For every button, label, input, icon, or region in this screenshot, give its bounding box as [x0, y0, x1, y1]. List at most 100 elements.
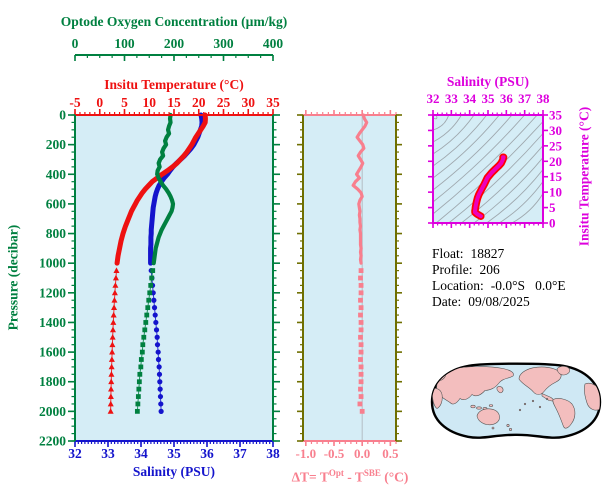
svg-text:38: 38 [266, 446, 280, 461]
date-label: Date: [432, 294, 462, 309]
delta-t-axis-title: ΔT= TOpt - TSBE (°C) [276, 465, 424, 486]
svg-text:1000: 1000 [39, 256, 66, 271]
float-info: Float: 18827 Profile: 206 Location: -0.0°S … [432, 246, 566, 310]
svg-text:5: 5 [549, 200, 556, 215]
svg-text:37: 37 [518, 91, 532, 106]
delta-label-sup-opt: Opt [328, 468, 344, 478]
svg-text:100: 100 [114, 36, 135, 51]
axis-frames [74, 54, 544, 442]
svg-text:34: 34 [134, 446, 148, 461]
profile-number-value: 206 [479, 262, 500, 277]
svg-text:400: 400 [46, 167, 67, 182]
svg-text:10: 10 [549, 185, 562, 200]
location-row: Location: -0.0°S 0.0°E [432, 278, 566, 294]
svg-text:33: 33 [445, 91, 459, 106]
map-greenland [556, 366, 571, 376]
delta-label-pre: ΔT= T [291, 469, 329, 485]
map-eurasia [436, 366, 514, 405]
date-value: 09/08/2025 [468, 294, 530, 309]
svg-text:32: 32 [427, 91, 440, 106]
svg-text:2200: 2200 [39, 434, 66, 449]
map-pacific-islands [523, 402, 527, 406]
map-australia [476, 408, 500, 426]
svg-text:1600: 1600 [39, 345, 66, 360]
map-africa-left [432, 388, 443, 409]
delta-label-mid: - T [343, 469, 364, 485]
svg-text:20: 20 [192, 95, 206, 110]
svg-text:1400: 1400 [39, 315, 66, 330]
svg-text:5: 5 [121, 95, 128, 110]
date-row: Date: 09/08/2025 [432, 294, 566, 310]
svg-text:-5: -5 [69, 95, 80, 110]
svg-text:600: 600 [46, 196, 67, 211]
map-tasmania [491, 426, 495, 430]
svg-text:200: 200 [46, 137, 67, 152]
svg-text:2000: 2000 [39, 404, 66, 419]
map-africa-right [584, 382, 600, 411]
svg-text:35: 35 [549, 108, 563, 123]
svg-text:25: 25 [549, 138, 563, 153]
svg-text:800: 800 [46, 226, 67, 241]
svg-text:36: 36 [500, 91, 514, 106]
map-central-america [541, 393, 558, 402]
svg-text:34: 34 [463, 91, 477, 106]
svg-text:0.0: 0.0 [354, 446, 370, 461]
svg-text:38: 38 [537, 91, 551, 106]
svg-text:1800: 1800 [39, 374, 66, 389]
map-indonesia [470, 404, 476, 409]
delta-label-sup-sbe: SBE [363, 468, 381, 478]
svg-text:400: 400 [263, 36, 284, 51]
ts-salinity-axis-title: Salinity (PSU) [446, 74, 530, 89]
temperature-axis-title: Insitu Temperature (°C) [104, 77, 244, 92]
svg-text:15: 15 [167, 95, 181, 110]
svg-text:300: 300 [213, 36, 234, 51]
svg-text:0: 0 [549, 216, 556, 231]
svg-text:10: 10 [143, 95, 157, 110]
location-value: -0.0°S 0.0°E [490, 278, 566, 293]
svg-text:30: 30 [242, 95, 256, 110]
location-label: Location: [432, 278, 484, 293]
svg-text:-1.0: -1.0 [296, 446, 317, 461]
svg-text:32: 32 [68, 446, 82, 461]
delta-plot-area [303, 115, 396, 441]
svg-text:37: 37 [233, 446, 247, 461]
salinity-axis-title: Salinity (PSU) [132, 464, 216, 479]
svg-text:15: 15 [549, 169, 563, 184]
svg-text:0: 0 [59, 108, 66, 123]
ts-axis-frame [432, 114, 544, 224]
map-japan [496, 386, 504, 394]
world-map [430, 362, 602, 439]
svg-text:33: 33 [101, 446, 115, 461]
delta-label-post: (°C) [380, 469, 409, 485]
map-south-america [552, 398, 576, 429]
map-north-america [518, 366, 562, 395]
map-landmasses [432, 366, 600, 431]
profile-number-row: Profile: 206 [432, 262, 566, 278]
svg-text:35: 35 [167, 446, 181, 461]
svg-text:0.5: 0.5 [382, 446, 399, 461]
svg-text:200: 200 [164, 36, 185, 51]
profile-number-label: Profile: [432, 262, 473, 277]
svg-text:1200: 1200 [39, 285, 66, 300]
ts-temperature-axis-title: Insitu Temperature (°C) [576, 106, 592, 247]
svg-text:25: 25 [217, 95, 231, 110]
svg-text:35: 35 [482, 91, 496, 106]
float-id-row: Float: 18827 [432, 246, 566, 262]
isopycnal-contours [433, 115, 543, 223]
oxygen-axis-title: Optode Oxygen Concentration (µm/kg) [60, 14, 288, 29]
ts-plot-area [433, 115, 543, 223]
float-id-label: Float: [432, 246, 464, 261]
svg-text:-0.5: -0.5 [324, 446, 345, 461]
svg-text:36: 36 [200, 446, 214, 461]
svg-text:0: 0 [96, 95, 103, 110]
map-new-zealand [506, 423, 510, 427]
svg-text:35: 35 [266, 95, 280, 110]
svg-text:30: 30 [549, 123, 562, 138]
svg-text:20: 20 [549, 154, 562, 169]
svg-text:0: 0 [72, 36, 79, 51]
profile-curves [107, 112, 508, 414]
float-id-value: 18827 [470, 246, 505, 261]
pressure-axis-title: Pressure (decibar) [5, 224, 21, 331]
